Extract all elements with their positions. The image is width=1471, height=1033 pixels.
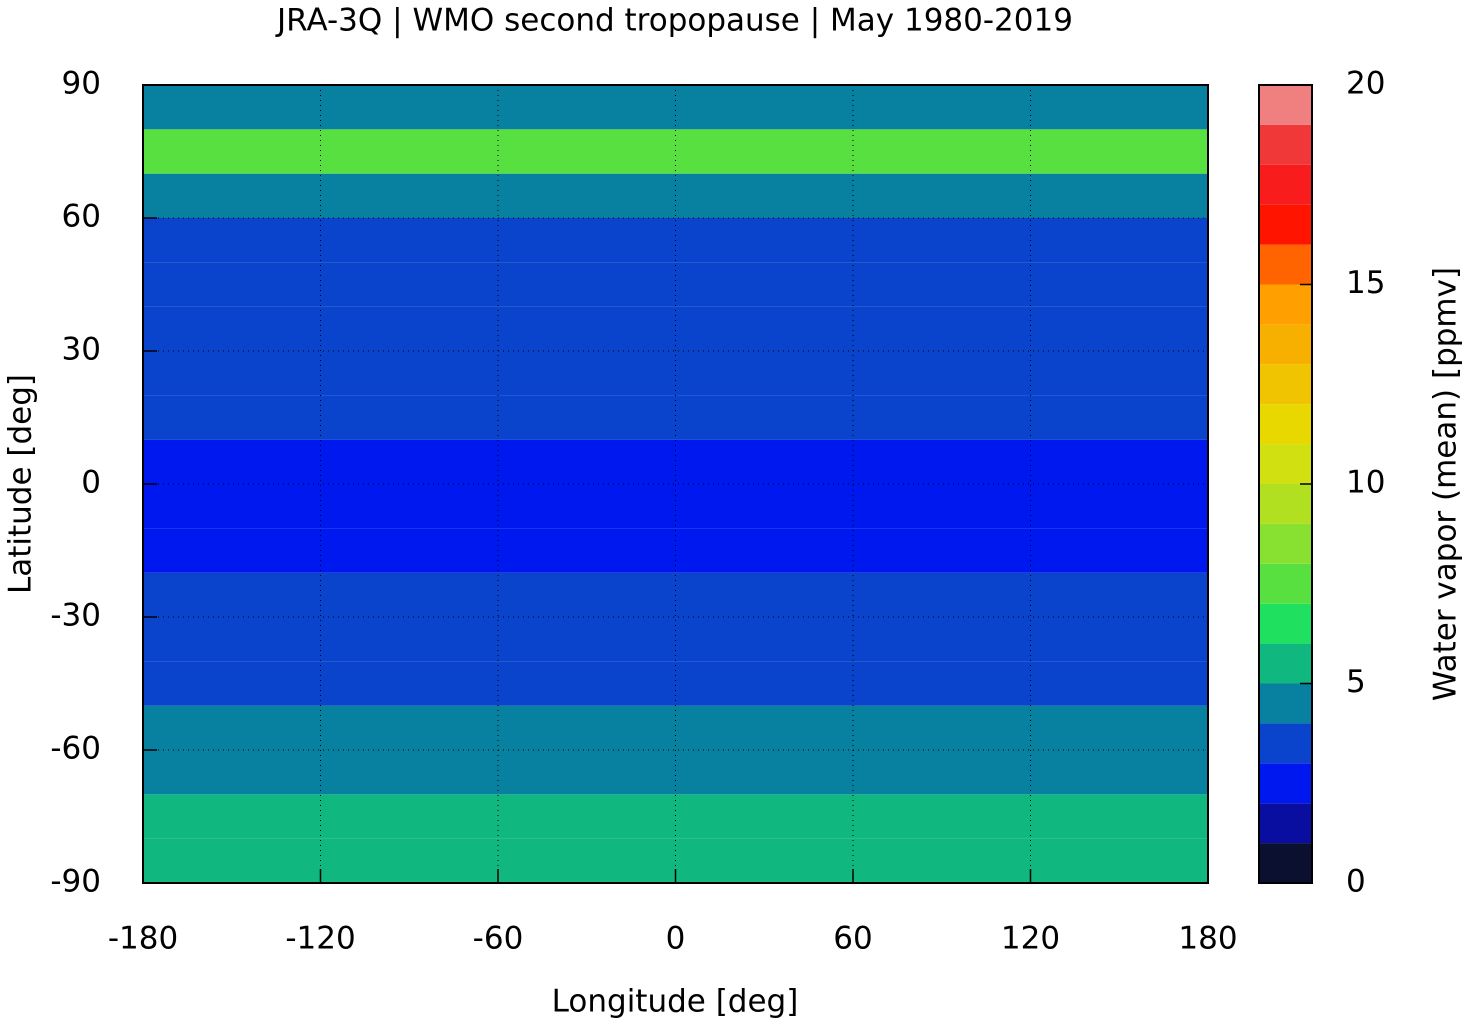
y-tick-label: -30 bbox=[50, 598, 101, 634]
y-tick-label: 30 bbox=[62, 332, 101, 368]
colorbar-tick-label: 10 bbox=[1346, 465, 1385, 501]
y-tick-label: -90 bbox=[50, 864, 101, 900]
heat-cell bbox=[143, 306, 1208, 351]
colorbar-segment bbox=[1259, 404, 1312, 445]
colorbar-segment bbox=[1259, 364, 1312, 405]
x-tick-label: -60 bbox=[473, 921, 524, 957]
colorbar-tick-label: 0 bbox=[1346, 864, 1366, 900]
colorbar-segment bbox=[1259, 683, 1312, 724]
colorbar-segment bbox=[1259, 204, 1312, 245]
colorbar-segment bbox=[1259, 523, 1312, 564]
heat-cell bbox=[143, 439, 1208, 484]
heat-cell bbox=[143, 794, 1208, 839]
colorbar-tick-label: 5 bbox=[1346, 664, 1366, 700]
x-tick-label: 60 bbox=[833, 921, 872, 957]
colorbar-segment bbox=[1259, 803, 1312, 844]
colorbar-frame bbox=[1258, 84, 1313, 884]
heat-cell bbox=[143, 705, 1208, 750]
colorbar-segment bbox=[1259, 85, 1312, 125]
colorbar-segment bbox=[1259, 164, 1312, 205]
colorbar-segment bbox=[1259, 324, 1312, 365]
heat-cell bbox=[143, 395, 1208, 440]
heat-cell bbox=[143, 661, 1208, 706]
heat-cell bbox=[143, 129, 1208, 174]
colorbar-segment bbox=[1259, 643, 1312, 684]
x-tick-label: 180 bbox=[1178, 921, 1237, 957]
colorbar-tick-label: 20 bbox=[1346, 66, 1385, 102]
plot-frame bbox=[142, 84, 1209, 884]
colorbar-segment bbox=[1259, 843, 1312, 883]
colorbar-segment bbox=[1259, 124, 1312, 165]
chart-title: JRA-3Q | WMO second tropopause | May 198… bbox=[275, 3, 1073, 39]
colorbar-segment bbox=[1259, 763, 1312, 804]
y-axis-label: Latitude [deg] bbox=[3, 374, 39, 594]
colorbar-segment bbox=[1259, 563, 1312, 604]
colorbar-segment bbox=[1259, 244, 1312, 285]
colorbar-segment bbox=[1259, 444, 1312, 484]
colorbar-label: Water vapor (mean) [ppmv] bbox=[1428, 267, 1464, 701]
colorbar-tick-label: 15 bbox=[1346, 265, 1385, 301]
colorbar-segment bbox=[1259, 484, 1312, 524]
colorbar-segment bbox=[1259, 723, 1312, 764]
x-axis-label: Longitude [deg] bbox=[552, 984, 799, 1020]
x-tick-label: -180 bbox=[108, 921, 178, 957]
x-tick-label: -120 bbox=[285, 921, 355, 957]
heat-cell bbox=[143, 617, 1208, 662]
colorbar-segment bbox=[1259, 284, 1312, 325]
heat-cell bbox=[143, 351, 1208, 396]
y-tick-label: 60 bbox=[62, 199, 101, 235]
heat-cell bbox=[143, 262, 1208, 307]
heat-cell bbox=[143, 750, 1208, 795]
y-tick-label: 90 bbox=[62, 66, 101, 102]
heat-cell bbox=[143, 85, 1208, 130]
y-tick-label: -60 bbox=[50, 731, 101, 767]
x-tick-label: 120 bbox=[1001, 921, 1060, 957]
colorbar-segment bbox=[1259, 603, 1312, 644]
y-tick-label: 0 bbox=[81, 465, 101, 501]
x-tick-label: 0 bbox=[666, 921, 686, 957]
